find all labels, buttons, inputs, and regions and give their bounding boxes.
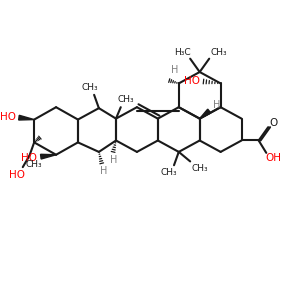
Text: CH₃: CH₃ <box>161 168 178 177</box>
Text: H₃C: H₃C <box>174 49 191 58</box>
Text: CH₃: CH₃ <box>117 95 134 104</box>
Polygon shape <box>200 109 211 119</box>
Text: O: O <box>270 118 278 128</box>
Text: CH₃: CH₃ <box>210 49 227 58</box>
Text: H: H <box>213 100 220 110</box>
Text: CH₃: CH₃ <box>81 83 98 92</box>
Text: OH: OH <box>265 153 281 163</box>
Text: CH₃: CH₃ <box>191 164 208 172</box>
Text: H: H <box>100 166 107 176</box>
Text: HO: HO <box>21 153 38 163</box>
Text: H: H <box>171 65 178 75</box>
Text: CH₃: CH₃ <box>26 160 43 169</box>
Polygon shape <box>19 115 34 120</box>
Polygon shape <box>40 154 56 159</box>
Text: HO: HO <box>9 170 25 180</box>
Text: HO: HO <box>0 112 16 122</box>
Text: HO: HO <box>184 76 200 85</box>
Text: H: H <box>110 154 118 164</box>
